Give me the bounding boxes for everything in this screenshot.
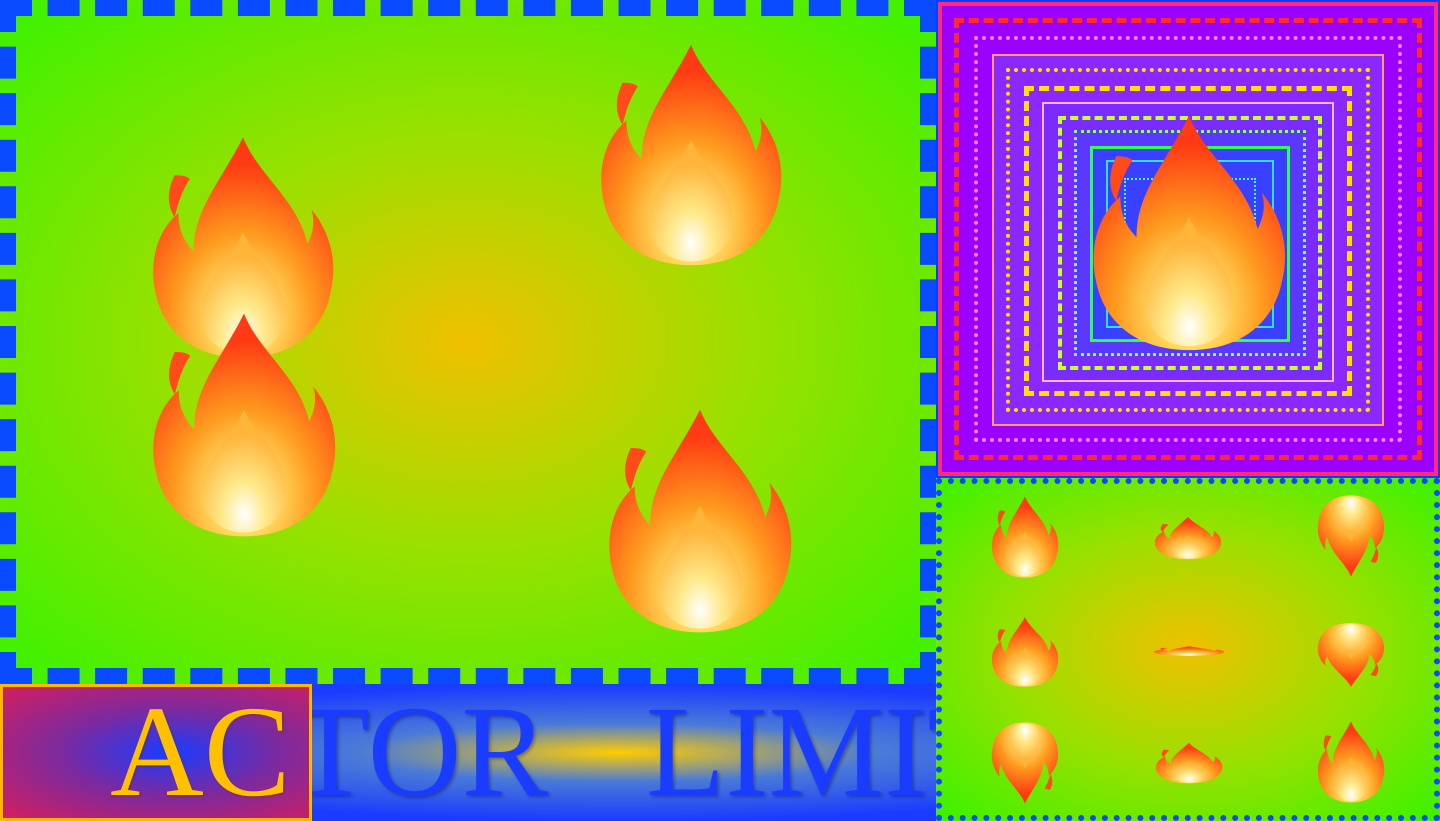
- fire-icon: [1316, 492, 1386, 580]
- ring: [974, 36, 1402, 442]
- title-banner: ACTOR LIMIT AC: [0, 684, 936, 821]
- ring: [1006, 68, 1370, 412]
- flame-panel: [0, 0, 936, 684]
- fire-icon: [990, 616, 1060, 688]
- fire-icon: [604, 402, 796, 640]
- fire-icon: [1316, 622, 1386, 688]
- banner-highlight-text: AC: [110, 684, 291, 821]
- fire-icon: [1154, 742, 1224, 784]
- fire-icon: [990, 720, 1060, 806]
- fire-icon: [148, 306, 340, 544]
- fire-icon: [1152, 646, 1226, 656]
- banner-highlight-box: AC: [0, 684, 312, 821]
- ring: [954, 18, 1422, 460]
- fire-icon: [1153, 516, 1223, 560]
- fire-icon: [990, 494, 1060, 580]
- ring: [1024, 86, 1352, 396]
- fire-icon: [1088, 104, 1290, 362]
- fire-icon: [1316, 718, 1386, 806]
- fire-icon: [596, 36, 786, 274]
- ring: [1058, 116, 1322, 370]
